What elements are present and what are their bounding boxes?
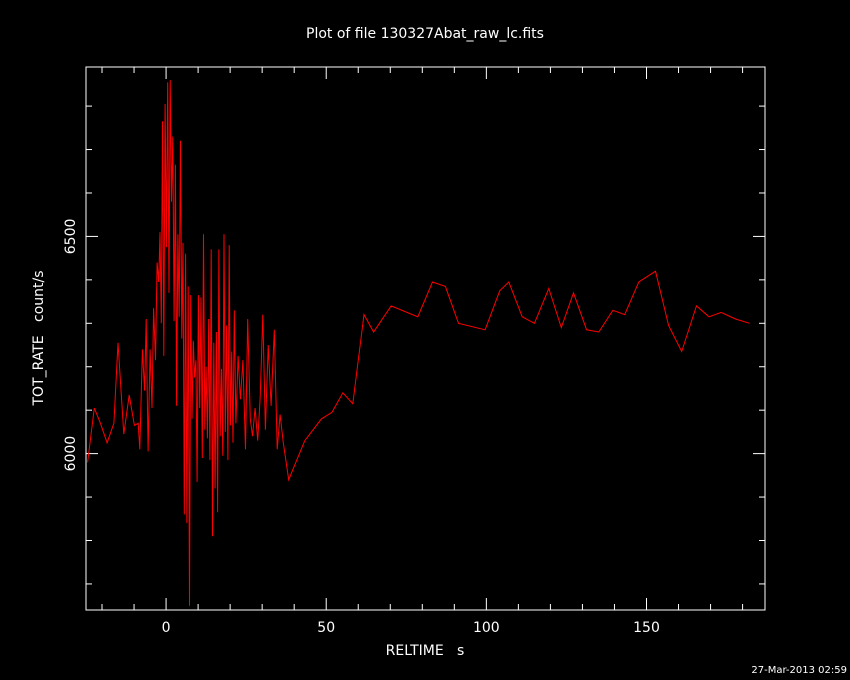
series-line [87, 79, 750, 606]
y-tick-label: 6000 [63, 436, 79, 472]
x-axis-label: RELTIME s [386, 643, 465, 659]
x-tick-label: 50 [317, 620, 335, 636]
y-axis-label: TOT_RATE count/s [31, 270, 47, 406]
plot-frame [85, 66, 766, 611]
tick-labels: 0 50 100 150 6000 6500 [63, 219, 660, 636]
x-tick-label: 0 [162, 620, 171, 636]
series-marks [87, 79, 750, 606]
axis-ticks [86, 67, 765, 610]
x-tick-label: 100 [473, 620, 500, 636]
chart-title: Plot of file 130327Abat_raw_lc.fits [306, 26, 544, 42]
x-tick-label: 150 [633, 620, 660, 636]
plot-timestamp: 27-Mar-2013 02:59 [751, 665, 847, 676]
y-tick-label: 6500 [63, 219, 79, 255]
